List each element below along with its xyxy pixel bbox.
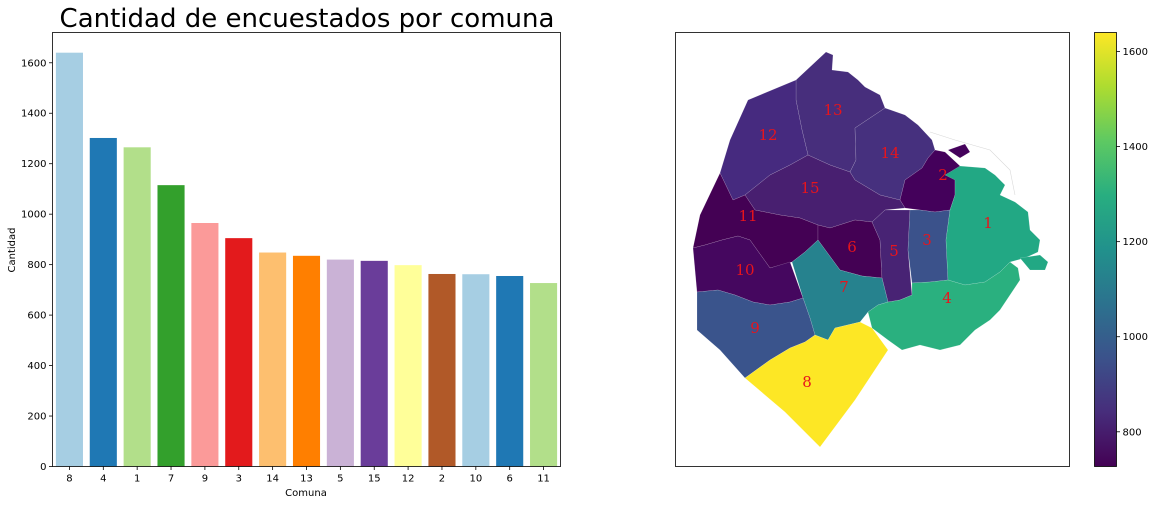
colorbar: 800 1000 1200 1400 1600	[1094, 32, 1148, 467]
x-tick-label: 13	[300, 474, 313, 485]
region-label-15: 15	[800, 179, 819, 197]
y-axis-ticks: 0 200 400 600 800 1000 1200 1400 1600	[21, 58, 53, 473]
region-label-9: 9	[750, 319, 760, 337]
region-4	[867, 261, 1021, 351]
x-tick-label: 11	[537, 474, 550, 485]
x-tick-label: 12	[402, 474, 415, 485]
colorbar-gradient	[1094, 32, 1117, 467]
bar-comuna-6	[496, 275, 524, 467]
x-tick-label: 3	[236, 474, 242, 485]
region-label-7: 7	[839, 278, 849, 296]
x-tick-label: 15	[368, 474, 381, 485]
colorbar-tick-label: 1600	[1123, 47, 1148, 58]
region-label-4: 4	[942, 289, 952, 307]
x-tick-label: 9	[202, 474, 208, 485]
x-tick-label: 2	[439, 474, 445, 485]
map-labels: 1 2 3 4 5 6 7 8 9 10 11 12 13 14 15	[735, 101, 992, 391]
map-chart: 1 2 3 4 5 6 7 8 9 10 11 12 13 14 15	[675, 32, 1070, 467]
x-tick-label: 7	[168, 474, 174, 485]
bar-comuna-15	[360, 260, 388, 467]
region-label-6: 6	[847, 238, 857, 256]
colorbar-tick-label: 1000	[1123, 332, 1148, 343]
map-regions	[692, 51, 1049, 448]
region-1	[944, 165, 1041, 286]
bar-comuna-12	[394, 265, 422, 467]
bar-comuna-14	[259, 252, 287, 467]
bar-series	[55, 52, 558, 467]
region-label-1: 1	[983, 214, 993, 232]
bar-chart: Cantidad de encuestados por comuna 0 200 4…	[7, 4, 561, 499]
region-label-10: 10	[735, 261, 754, 279]
y-tick-label: 400	[27, 361, 46, 372]
shoreline	[929, 131, 1016, 196]
y-tick-label: 800	[27, 260, 46, 271]
region-label-13: 13	[823, 101, 842, 119]
bar-comuna-7	[157, 185, 185, 467]
x-tick-label: 5	[337, 474, 343, 485]
bar-plot-frame	[52, 32, 561, 467]
y-tick-label: 1400	[21, 109, 46, 120]
y-axis-label: Cantidad	[7, 228, 18, 273]
region-2-port	[947, 143, 971, 159]
bar-comuna-8	[55, 52, 83, 467]
y-tick-label: 200	[27, 412, 46, 423]
bar-comuna-4	[89, 137, 117, 467]
bar-comuna-1	[123, 147, 151, 467]
colorbar-tick-label: 1200	[1123, 237, 1148, 248]
y-tick-label: 1000	[21, 210, 46, 221]
x-tick-label: 14	[266, 474, 279, 485]
bar-comuna-2	[428, 273, 456, 467]
x-axis-label: Comuna	[285, 488, 327, 499]
y-tick-label: 600	[27, 311, 46, 322]
bar-chart-title: Cantidad de encuestados por comuna	[60, 4, 555, 34]
colorbar-ticks: 800 1000 1200 1400 1600	[1116, 47, 1148, 438]
region-8	[744, 321, 889, 448]
region-1-islet	[1019, 254, 1049, 271]
colorbar-tick-label: 1400	[1123, 142, 1148, 153]
region-9	[696, 289, 816, 379]
region-label-2: 2	[938, 166, 948, 184]
region-label-8: 8	[802, 373, 812, 391]
x-tick-label: 10	[469, 474, 482, 485]
bar-comuna-13	[292, 255, 321, 467]
region-label-11: 11	[738, 207, 757, 225]
y-tick-label: 1200	[21, 159, 46, 170]
x-tick-label: 6	[507, 474, 513, 485]
bar-comuna-3	[225, 238, 253, 467]
colorbar-tick-label: 800	[1123, 427, 1142, 438]
region-label-5: 5	[889, 242, 899, 260]
x-tick-label: 8	[66, 474, 72, 485]
y-tick-label: 1600	[21, 58, 46, 69]
region-label-12: 12	[758, 126, 777, 144]
bar-comuna-9	[191, 223, 219, 467]
x-tick-label: 1	[134, 474, 140, 485]
region-label-3: 3	[922, 231, 932, 249]
bar-comuna-11	[530, 283, 558, 467]
bar-comuna-5	[326, 259, 354, 467]
region-label-14: 14	[880, 144, 899, 162]
y-tick-label: 0	[40, 462, 46, 473]
bar-comuna-10	[462, 274, 490, 467]
x-axis-ticks: 8 4 1 7 9 3 14 13 5 15 12 2 10 6 11	[66, 466, 550, 485]
x-tick-label: 4	[100, 474, 106, 485]
